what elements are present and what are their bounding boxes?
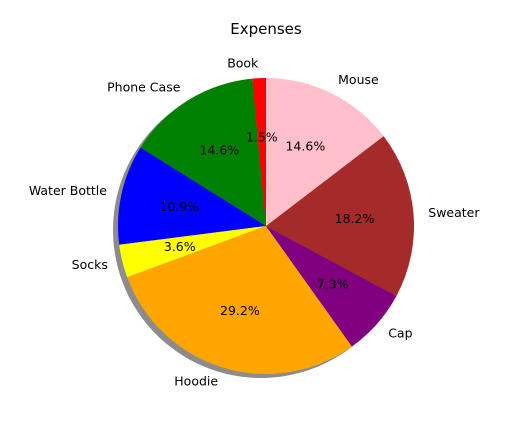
slice-book	[252, 78, 266, 226]
slice-label-mouse: Mouse	[338, 72, 379, 87]
slice-water-bottle	[118, 147, 266, 245]
slice-label-socks: Socks	[72, 257, 108, 272]
slice-label-sweater: Sweater	[428, 205, 480, 220]
pie-slices	[118, 78, 415, 374]
percent-label-cap: 7.3%	[317, 277, 349, 292]
percent-label-mouse: 14.6%	[285, 138, 325, 153]
percent-label-water-bottle: 10.9%	[159, 199, 199, 214]
slice-labels: Book Phone Case Water Bottle Socks Hoodie Cap…	[29, 55, 481, 388]
slice-label-phone-case: Phone Case	[107, 80, 181, 95]
slice-label-cap: Cap	[388, 326, 412, 341]
slice-socks	[119, 226, 266, 278]
slice-cap	[266, 226, 397, 347]
slice-hoodie	[127, 226, 352, 374]
slice-label-book: Book	[227, 55, 259, 70]
percent-label-socks: 3.6%	[164, 239, 196, 254]
percent-labels: 1.5% 14.6% 10.9% 3.6% 29.2% 7.3% 18.2% 14.6%	[159, 129, 374, 318]
chart-title: Expenses	[230, 20, 302, 38]
percent-label-hoodie: 29.2%	[220, 303, 260, 318]
slice-mouse	[266, 78, 384, 226]
slice-phone-case	[140, 78, 266, 226]
percent-label-sweater: 18.2%	[335, 211, 375, 226]
percent-label-book: 1.5%	[246, 129, 278, 144]
slice-label-hoodie: Hoodie	[174, 374, 218, 389]
slice-label-water-bottle: Water Bottle	[29, 183, 107, 198]
slice-sweater	[266, 136, 415, 296]
percent-label-phone-case: 14.6%	[199, 142, 239, 157]
